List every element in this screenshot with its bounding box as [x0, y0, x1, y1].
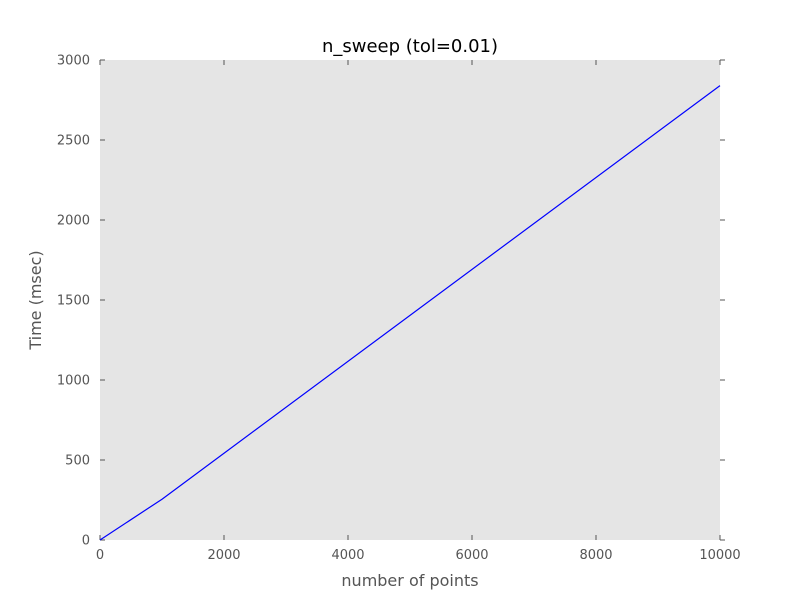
x-tick-label: 6000: [455, 548, 488, 563]
plot-area: [100, 60, 720, 540]
x-tick-label: 0: [96, 548, 104, 563]
x-tick-label: 8000: [579, 548, 612, 563]
y-tick-label: 0: [82, 534, 90, 549]
x-tick-label: 2000: [207, 548, 240, 563]
y-tick-label: 2500: [57, 134, 90, 149]
chart-title: n_sweep (tol=0.01): [322, 36, 498, 57]
y-tick-label: 1000: [57, 374, 90, 389]
series-line: [99, 85, 721, 541]
y-tick-label: 500: [65, 454, 90, 469]
x-tick-label: 10000: [699, 548, 740, 563]
ticks-layer: 0 2000 4000 6000 8000 10000 0 500 1000 1500 2000 25…: [57, 54, 741, 564]
series-layer: [99, 85, 721, 541]
x-axis-label: number of points: [341, 571, 478, 590]
x-tick-label: 4000: [331, 548, 364, 563]
y-tick-label: 1500: [57, 294, 90, 309]
y-axis-label: Time (msec): [26, 250, 45, 350]
y-tick-label: 2000: [57, 214, 90, 229]
y-tick-label: 3000: [57, 54, 90, 69]
